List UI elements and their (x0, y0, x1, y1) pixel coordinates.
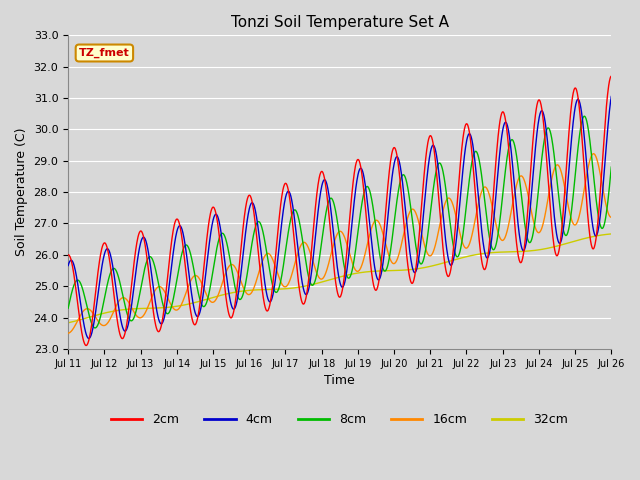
Title: Tonzi Soil Temperature Set A: Tonzi Soil Temperature Set A (231, 15, 449, 30)
Text: TZ_fmet: TZ_fmet (79, 48, 130, 58)
Y-axis label: Soil Temperature (C): Soil Temperature (C) (15, 128, 28, 256)
Legend: 2cm, 4cm, 8cm, 16cm, 32cm: 2cm, 4cm, 8cm, 16cm, 32cm (106, 408, 573, 432)
X-axis label: Time: Time (324, 374, 355, 387)
